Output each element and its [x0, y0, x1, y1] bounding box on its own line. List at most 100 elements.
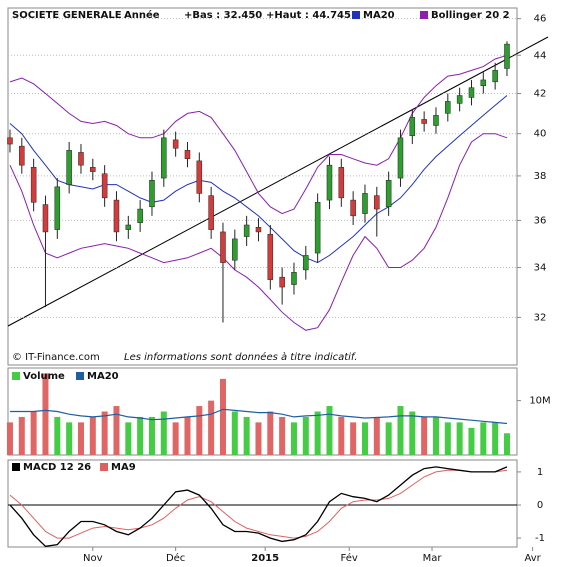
volume-bar	[148, 416, 155, 455]
volume-bar	[66, 422, 73, 455]
candle-body	[385, 180, 392, 208]
candle-body	[7, 137, 13, 145]
candle-body	[326, 164, 333, 201]
volume-bar	[243, 416, 250, 455]
y-tick-label: 1	[537, 467, 543, 478]
candle-body	[101, 173, 108, 199]
volume-bar	[113, 406, 120, 455]
volume-bar	[421, 416, 428, 455]
candle-body	[314, 202, 321, 254]
candle-body	[196, 160, 203, 194]
legend-swatch	[12, 372, 20, 380]
volume-bar	[125, 422, 132, 455]
candle-body	[468, 87, 475, 98]
volume-bar	[290, 422, 297, 455]
legend-label: MA20	[363, 10, 395, 21]
volume-frame	[7, 367, 518, 456]
volume-bar	[338, 416, 345, 455]
volume-bar	[361, 422, 368, 455]
volume-bar	[208, 400, 215, 455]
x-tick-label: Mar	[423, 553, 443, 564]
candle-body	[480, 79, 487, 86]
candle-body	[243, 224, 250, 237]
volume-bar	[101, 411, 108, 455]
volume-ma-line	[10, 408, 508, 425]
candle-body	[421, 119, 427, 124]
candle-body	[42, 204, 49, 233]
indicator-line	[9, 95, 508, 264]
candle-body	[172, 139, 179, 149]
y-tick-label: 46	[534, 14, 547, 25]
legend-swatch	[420, 11, 428, 19]
volume-bar	[219, 378, 226, 455]
legend-label: Volume	[23, 371, 65, 382]
volume-bar	[184, 416, 191, 455]
trend-line	[7, 36, 549, 327]
y-tick-label: 36	[534, 215, 547, 226]
candle-body	[291, 272, 297, 285]
legend-swatch	[352, 11, 360, 19]
candle-body	[149, 180, 155, 208]
candle-body	[433, 115, 439, 126]
candle-body	[137, 208, 143, 223]
note: Les informations sont données à titre in…	[124, 351, 357, 363]
volume-bar	[6, 422, 13, 455]
volume-bar	[444, 422, 451, 455]
legend-label: MA20	[87, 371, 119, 382]
candle-body	[78, 152, 84, 166]
candle-body	[208, 195, 214, 230]
y-tick-label: 38	[534, 171, 547, 182]
legend-swatch	[12, 463, 20, 471]
price-frame	[7, 7, 518, 366]
volume-bar	[397, 406, 404, 455]
chart-title: SOCIETE GENERALE	[12, 10, 122, 21]
macd-line	[9, 466, 508, 547]
y-tick-label: 40	[534, 129, 547, 140]
candle-body	[19, 145, 25, 166]
volume-bar	[385, 422, 392, 455]
candle-body	[350, 199, 356, 217]
volume-bar	[89, 416, 96, 455]
volume-bar	[492, 422, 499, 455]
candle-body	[113, 199, 120, 233]
candle-body	[54, 186, 61, 230]
candle-body	[255, 227, 262, 233]
legend-swatch	[76, 372, 84, 380]
high-label: +Haut : 44.745	[266, 10, 351, 21]
volume-bar	[503, 433, 510, 455]
volume-bar	[18, 416, 25, 455]
x-tick-label: Déc	[166, 552, 185, 564]
volume-bar	[77, 422, 84, 455]
volume-bar	[279, 416, 286, 455]
volume-bar	[456, 422, 463, 455]
x-tick-label: Avr	[524, 553, 541, 564]
volume-bar	[137, 416, 144, 455]
volume-bar	[302, 416, 309, 455]
candle-body	[362, 193, 368, 214]
volume-bar	[373, 416, 380, 455]
volume-bar	[432, 416, 439, 455]
candle-body	[90, 167, 96, 172]
period: Année	[124, 9, 160, 21]
candle-body	[220, 231, 226, 263]
volume-bar	[267, 411, 274, 455]
candle-body	[184, 150, 191, 160]
candle-body	[504, 43, 510, 69]
candle-body	[125, 224, 132, 230]
volume-bar	[314, 411, 321, 455]
candle-body	[66, 150, 72, 185]
volume-bar	[350, 422, 357, 455]
macd-line	[9, 469, 508, 539]
x-tick-label: Fév	[341, 552, 358, 564]
y-tick-label: 44	[534, 50, 547, 61]
candle-body	[492, 70, 498, 83]
y-tick-label: -1	[535, 533, 545, 544]
volume-bar	[160, 411, 167, 455]
candle-body	[456, 95, 463, 104]
low-label: +Bas : 32.450	[184, 10, 262, 21]
legend-label: MA9	[111, 462, 136, 473]
candle-body	[338, 167, 345, 199]
candle-body	[30, 167, 37, 203]
